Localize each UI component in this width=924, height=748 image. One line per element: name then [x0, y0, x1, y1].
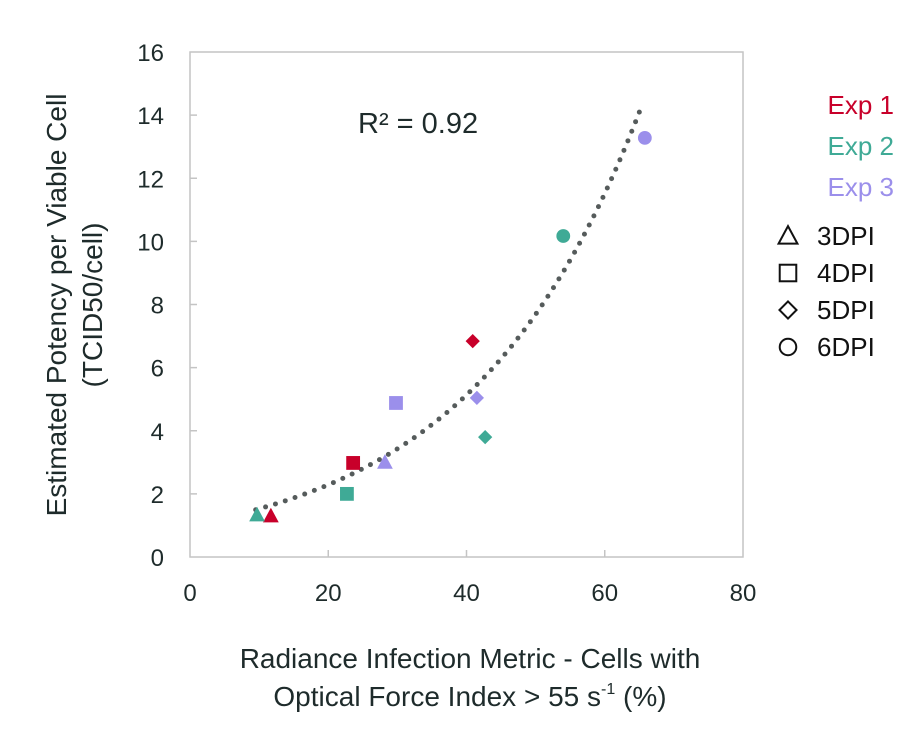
data-point-exp3-6dpi [637, 130, 652, 145]
x-axis-title-main: Optical Force Index > 55 s [273, 681, 601, 712]
x-axis: 0 20 40 60 80 [183, 550, 756, 607]
y-tick-label: 8 [151, 293, 164, 320]
y-axis-title-line2: (TCID50/cell) [77, 223, 108, 388]
data-point-exp1-3dpi [263, 507, 279, 523]
x-tick-label: 0 [183, 580, 196, 607]
legend: Exp 1 Exp 2 Exp 3 3DPI 4DPI 5DPI 6DPI [776, 90, 895, 362]
data-point-exp1-4dpi [346, 456, 361, 470]
data-point-exp2-6dpi [556, 229, 571, 243]
x-tick-label: 40 [453, 580, 480, 607]
r-squared-annotation: R² = 0.92 [358, 108, 478, 140]
legend-triangle-icon [776, 223, 800, 245]
x-tick-label: 80 [730, 580, 757, 607]
legend-item-exp1: Exp 1 [828, 90, 895, 120]
y-tick-label: 12 [137, 166, 164, 193]
data-point-exp3-3dpi [377, 454, 393, 469]
data-point-exp3-5dpi [469, 390, 484, 406]
x-axis-title-line2: Optical Force Index > 55 s-1 (%) [273, 681, 666, 712]
y-tick-label: 0 [151, 545, 164, 572]
y-axis-title-line1: Estimated Potency per Viable Cell [41, 94, 72, 517]
x-axis-title-line1: Radiance Infection Metric - Cells with [240, 643, 701, 674]
data-point-exp2-5dpi [478, 429, 493, 445]
legend-item-exp3: Exp 3 [828, 172, 895, 202]
x-axis-title-suffix: (%) [615, 681, 666, 712]
data-point-exp1-5dpi [465, 333, 480, 349]
legend-item-6dpi: 6DPI [817, 332, 875, 362]
data-point-exp2-3dpi [249, 506, 265, 522]
y-tick-label: 10 [137, 229, 164, 256]
x-tick-label: 20 [315, 580, 342, 607]
data-point-exp3-4dpi [389, 396, 403, 410]
y-tick-label: 14 [137, 103, 164, 130]
y-axis: 0 2 4 6 8 10 12 14 16 [137, 40, 197, 572]
legend-circle-icon [778, 337, 798, 357]
data-points [249, 130, 652, 523]
x-tick-label: 60 [591, 580, 618, 607]
x-axis-title-superscript: -1 [601, 681, 615, 698]
legend-item-exp2: Exp 2 [828, 131, 895, 161]
y-tick-label: 2 [151, 482, 164, 509]
legend-item-3dpi: 3DPI [817, 221, 875, 251]
y-tick-label: 6 [151, 356, 164, 383]
data-point-exp2-4dpi [340, 486, 354, 501]
legend-item-5dpi: 5DPI [817, 295, 875, 325]
legend-square-icon [778, 263, 798, 283]
legend-item-4dpi: 4DPI [817, 258, 875, 288]
legend-diamond-icon [778, 300, 798, 320]
y-tick-label: 16 [137, 40, 164, 67]
y-tick-label: 4 [151, 419, 164, 446]
